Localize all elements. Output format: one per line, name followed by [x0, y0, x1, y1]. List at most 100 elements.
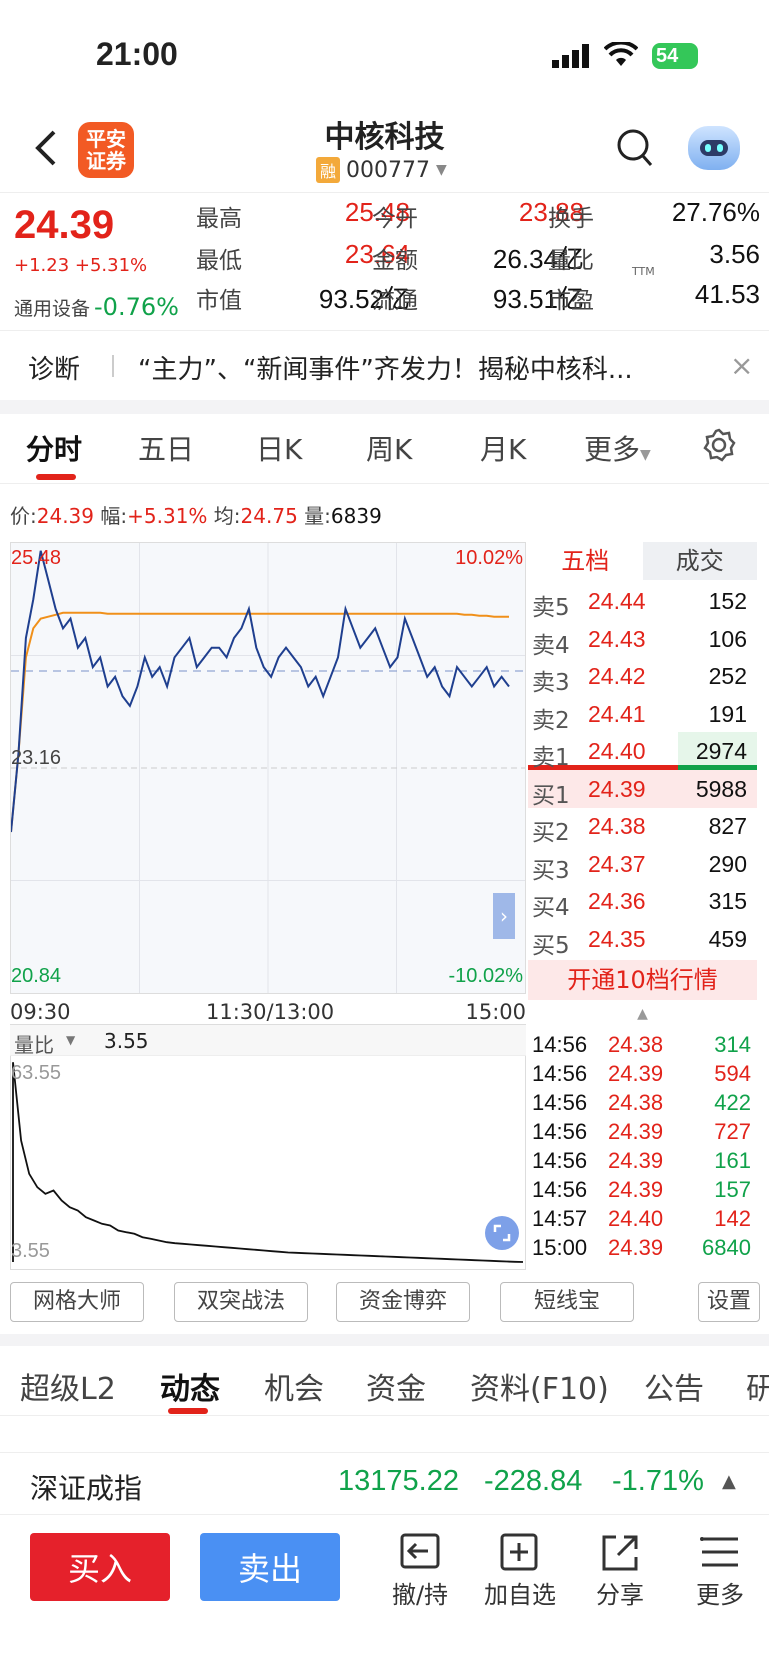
- orderbook-qty: 191: [708, 700, 747, 727]
- ask-level-row[interactable]: 卖4 24.43 106: [528, 620, 757, 659]
- active-tab-indicator: [36, 474, 76, 480]
- tab-intraday[interactable]: 分时: [26, 433, 83, 466]
- trade-qty: 727: [714, 1119, 751, 1144]
- more-button[interactable]: 更多: [680, 1529, 760, 1610]
- tab-announcement[interactable]: 公告: [644, 1372, 704, 1407]
- close-icon[interactable]: ×: [730, 349, 754, 382]
- sector-info[interactable]: 通用设备 -0.76%: [14, 293, 179, 321]
- content-tabs: 超级L2 动态 机会 资金 资料(F10) 公告 研: [0, 1346, 769, 1416]
- assistant-robot-icon[interactable]: [688, 126, 740, 170]
- info-avg: 24.75: [240, 504, 298, 528]
- tool-bar: 网格大师 双突战法 资金博弈 短线宝 设置: [0, 1278, 769, 1328]
- orderbook-level: 卖5: [532, 595, 570, 621]
- fullscreen-icon[interactable]: [485, 1216, 519, 1250]
- bid-level-row[interactable]: 买4 24.36 315: [528, 882, 757, 921]
- ask-level-row[interactable]: 卖1 24.40 2974: [528, 732, 757, 771]
- trade-row: 14:56 24.38 314: [528, 1030, 757, 1059]
- grid-master-button[interactable]: 网格大师: [10, 1282, 144, 1322]
- ask-level-row[interactable]: 卖5 24.44 152: [528, 582, 757, 621]
- open-ten-levels-button[interactable]: 开通10档行情: [528, 960, 757, 1000]
- tab-five-levels[interactable]: 五档: [528, 542, 643, 580]
- orderbook-price: 24.36: [588, 888, 646, 914]
- tab-weekly-k[interactable]: 周K: [366, 433, 413, 466]
- orderbook-price: 24.35: [588, 925, 646, 952]
- stock-code-selector[interactable]: 融 000777 ▼: [316, 156, 447, 184]
- stock-code: 000777: [346, 157, 430, 183]
- news-banner[interactable]: 诊断 “主力”、“新闻事件”齐发力！揭秘中核科... ×: [0, 330, 769, 400]
- trade-price: 24.39: [608, 1119, 664, 1144]
- tab-five-day[interactable]: 五日: [138, 433, 195, 466]
- buy-button[interactable]: 买入: [30, 1533, 170, 1601]
- tab-more[interactable]: 更多▼: [584, 428, 651, 468]
- orderbook-price: 24.40: [588, 738, 646, 764]
- orderbook-level: 卖2: [532, 707, 570, 734]
- news-headline[interactable]: “主力”、“新闻事件”齐发力！揭秘中核科...: [138, 355, 633, 385]
- tab-f10[interactable]: 资料(F10): [470, 1372, 609, 1407]
- tab-daily-k[interactable]: 日K: [256, 433, 303, 466]
- order-book: 五档 成交 卖5 24.44 152 卖4 24.43 106 卖3 24.42 252 卖2 24…: [528, 542, 757, 1270]
- volume-ratio-header[interactable]: 量比 ▼ 3.55: [10, 1024, 526, 1057]
- tab-news-feed[interactable]: 动态: [160, 1372, 220, 1407]
- price-change: +1.23 +5.31%: [14, 255, 148, 276]
- ask-level-row[interactable]: 卖3 24.42 252: [528, 657, 757, 696]
- tab-opportunity[interactable]: 机会: [264, 1372, 324, 1407]
- add-watchlist-label: 加自选: [484, 1581, 556, 1609]
- quote-value: 25.48: [344, 197, 410, 227]
- bid-level-row[interactable]: 买3 24.37 290: [528, 845, 757, 884]
- bottom-toolbar: 买入 卖出 撤/持 加自选 分享 更多: [0, 1514, 769, 1665]
- tab-research[interactable]: 研: [746, 1372, 769, 1407]
- trade-qty: 157: [714, 1177, 751, 1202]
- index-ticker[interactable]: 深证成指 13175.22 -228.84 -1.71% ▲: [0, 1452, 769, 1514]
- index-name: 深证成指: [30, 1472, 143, 1505]
- expand-panel-icon[interactable]: ›: [493, 893, 515, 939]
- x-label-open: 09:30: [10, 1000, 71, 1024]
- share-button[interactable]: 分享: [580, 1529, 660, 1610]
- section-gap: [0, 400, 769, 414]
- cancel-hold-button[interactable]: 撤/持: [380, 1529, 460, 1610]
- divider: [112, 355, 114, 377]
- dropdown-icon: ▼: [66, 1033, 76, 1047]
- bid-level-row[interactable]: 买5 24.35 459: [528, 920, 757, 959]
- search-icon[interactable]: [616, 128, 654, 168]
- status-time: 21:00: [96, 36, 178, 72]
- y-max-pct-label: 10.02%: [455, 547, 523, 569]
- ask-level-row[interactable]: 卖2 24.41 191: [528, 695, 757, 734]
- sell-button[interactable]: 卖出: [200, 1533, 340, 1601]
- orderbook-price: 24.39: [588, 775, 646, 802]
- trade-row: 14:56 24.39 727: [528, 1117, 757, 1146]
- quote-value: 93.51亿: [492, 284, 584, 314]
- orderbook-price: 24.38: [588, 813, 646, 839]
- trade-price: 24.39: [608, 1177, 664, 1202]
- time-axis: 09:30 11:30/13:00 15:00: [10, 996, 526, 1026]
- settings-button[interactable]: 设置: [698, 1282, 760, 1322]
- share-icon: [602, 1535, 638, 1571]
- y-max-label: 25.48: [11, 547, 62, 569]
- add-watchlist-button[interactable]: 加自选: [480, 1529, 560, 1610]
- tab-monthly-k[interactable]: 月K: [480, 433, 527, 466]
- capital-game-button[interactable]: 资金博弈: [336, 1282, 470, 1322]
- ttm-label: TTM: [632, 265, 655, 278]
- bid-level-row[interactable]: 买1 24.39 5988: [528, 769, 757, 809]
- bid-level-row[interactable]: 买2 24.38 827: [528, 807, 757, 846]
- short-term-button[interactable]: 短线宝: [500, 1282, 634, 1322]
- add-square-icon: [500, 1533, 538, 1571]
- orderbook-level: 买5: [532, 932, 570, 959]
- section-gap: [0, 1334, 769, 1346]
- trade-qty: 161: [714, 1148, 751, 1173]
- back-arrow-icon[interactable]: [28, 128, 68, 168]
- double-breakout-button[interactable]: 双突战法: [174, 1282, 308, 1322]
- tab-super-l2[interactable]: 超级L2: [20, 1372, 116, 1407]
- collapse-arrow-icon[interactable]: ▲: [637, 1006, 648, 1022]
- margin-badge: 融: [316, 157, 341, 183]
- orderbook-tabs: 五档 成交: [528, 542, 757, 580]
- tab-capital[interactable]: 资金: [366, 1372, 426, 1407]
- quote-label: 最低: [196, 248, 242, 274]
- quote-value: 27.76%: [671, 197, 760, 227]
- intraday-chart[interactable]: 25.48 10.02% 23.16 20.84 -10.02% ›: [10, 542, 526, 994]
- expand-up-icon[interactable]: ▲: [722, 1471, 736, 1492]
- tab-trades[interactable]: 成交: [642, 542, 757, 580]
- trade-qty: 314: [714, 1032, 751, 1057]
- trade-qty: 594: [714, 1061, 751, 1086]
- gear-icon[interactable]: [702, 428, 736, 462]
- trade-qty: 6840: [702, 1235, 751, 1260]
